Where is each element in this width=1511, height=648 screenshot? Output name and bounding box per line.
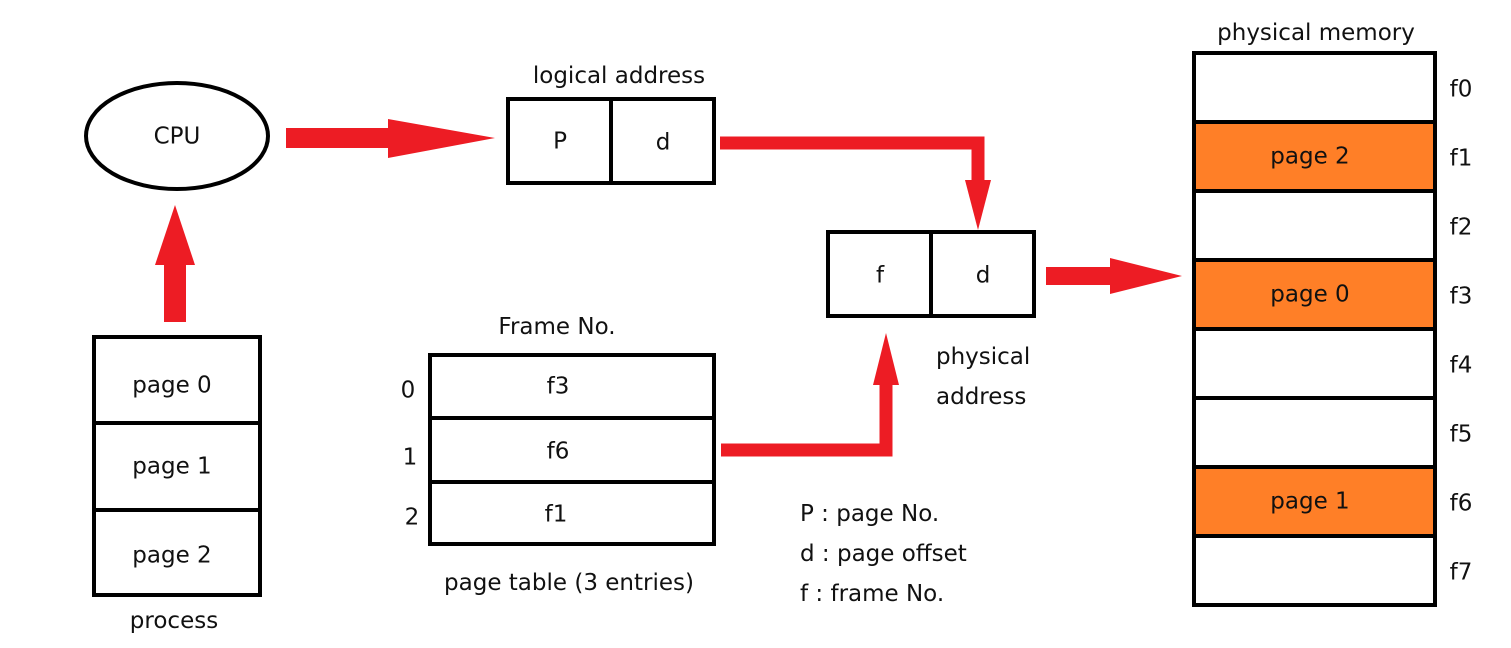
physical-address-caption-line1: physical — [936, 344, 1031, 370]
memory-frame-label-f3: f3 — [1449, 283, 1473, 309]
logical-address-page-field: P — [553, 128, 567, 155]
logical-to-physical-connector — [720, 136, 985, 182]
memory-frame-label-f4: f4 — [1449, 352, 1473, 378]
page-table-entry-2: f1 — [544, 501, 568, 528]
page-table-header: Frame No. — [498, 314, 616, 340]
page-table-index-1: 1 — [402, 444, 418, 471]
memory-frame-label-f0: f0 — [1449, 76, 1473, 102]
physical-to-memory-arrow — [1046, 258, 1182, 294]
logical-to-physical-arrowhead — [965, 180, 991, 230]
process-page-2: page 2 — [132, 542, 212, 569]
logical-address-box — [506, 97, 716, 185]
memory-frame-label-f1: f1 — [1449, 145, 1473, 171]
memory-frame-content-f6: page 1 — [1270, 488, 1350, 514]
memory-frame-f7 — [1192, 534, 1437, 607]
process-page-1: page 1 — [132, 453, 212, 480]
physical-address-frame-field: f — [875, 262, 885, 289]
cpu-label: CPU — [153, 123, 201, 150]
page-table-index-0: 0 — [400, 377, 416, 404]
process-caption: process — [129, 608, 219, 634]
physical-memory-caption: physical memory — [1217, 20, 1415, 46]
memory-frame-f5 — [1192, 396, 1437, 469]
process-to-cpu-arrow — [155, 205, 195, 322]
process-stack — [92, 335, 262, 597]
cpu-to-logical-arrow — [286, 119, 495, 158]
arrows — [155, 119, 1182, 457]
memory-frame-f4 — [1192, 327, 1437, 400]
process-page-0: page 0 — [132, 372, 212, 399]
physical-address-caption-line2: address — [936, 384, 1027, 410]
legend-line-page: P : page No. — [800, 501, 940, 527]
memory-frame-label-f6: f6 — [1449, 490, 1473, 516]
memory-frame-label-f5: f5 — [1449, 421, 1473, 447]
memory-frame-label-f2: f2 — [1449, 214, 1473, 240]
cpu-ellipse — [84, 81, 270, 191]
page-table-box — [428, 353, 716, 546]
pagetable-to-physical-connector — [721, 380, 893, 457]
memory-frame-content-f1: page 2 — [1270, 143, 1350, 169]
memory-frame-content-f3: page 0 — [1270, 281, 1350, 307]
memory-frame-f2 — [1192, 189, 1437, 262]
logical-address-caption: logical address — [532, 63, 706, 89]
memory-frame-f0 — [1192, 51, 1437, 124]
page-table-entry-0: f3 — [546, 373, 570, 400]
legend-line-offset: d : page offset — [800, 541, 967, 567]
physical-address-offset-field: d — [975, 262, 991, 289]
page-table-caption: page table (3 entries) — [444, 570, 694, 596]
memory-frame-label-f7: f7 — [1449, 559, 1473, 585]
page-table-index-2: 2 — [404, 504, 420, 531]
page-table-entry-1: f6 — [546, 438, 570, 465]
physical-address-box — [826, 230, 1036, 318]
physical-memory-frames — [1192, 51, 1437, 607]
pagetable-to-physical-arrowhead — [873, 333, 899, 385]
legend-line-frame: f : frame No. — [800, 581, 945, 607]
logical-address-offset-field: d — [655, 129, 671, 156]
